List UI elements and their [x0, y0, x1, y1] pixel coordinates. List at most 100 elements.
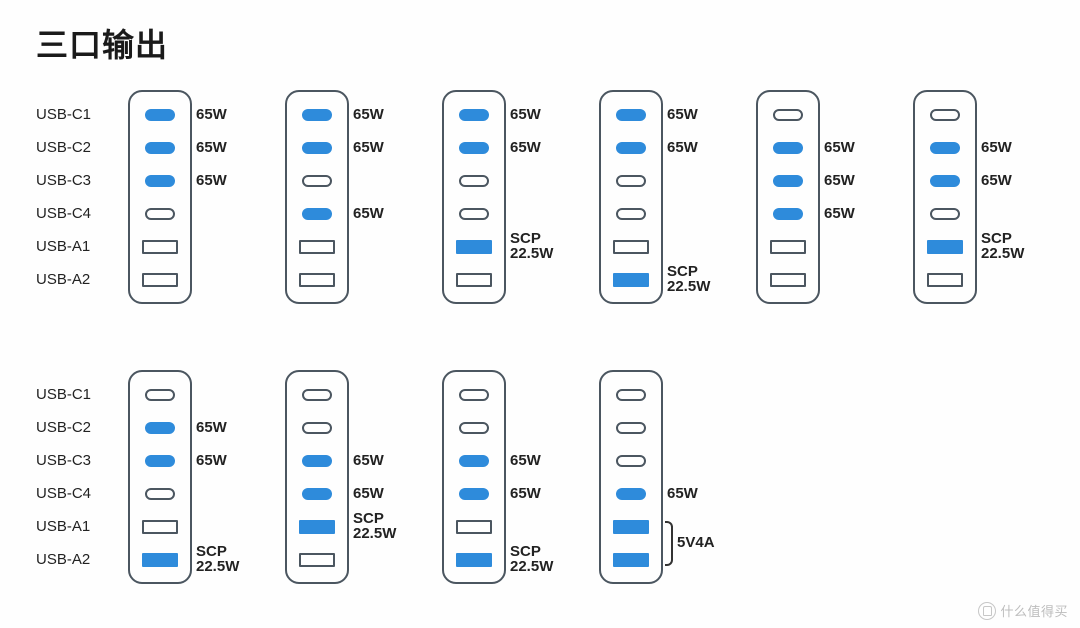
usb-a-icon — [613, 240, 649, 254]
usb-a-icon — [927, 240, 963, 254]
usb-c-port — [287, 164, 347, 197]
usb-a-icon — [142, 273, 178, 287]
usb-c-icon — [459, 175, 489, 187]
usb-a-icon — [299, 553, 335, 567]
usb-c-port — [444, 98, 504, 131]
usb-a-icon — [770, 240, 806, 254]
power-label: 65W — [824, 173, 855, 189]
usb-c-icon — [145, 455, 175, 467]
usb-c-port — [601, 131, 661, 164]
usb-a-icon — [456, 273, 492, 287]
usb-c-icon — [773, 175, 803, 187]
usb-c-port — [444, 378, 504, 411]
port-label: USB-C1 — [36, 378, 106, 411]
usb-c-icon — [930, 208, 960, 220]
charger: 65W65WSCP 22.5W — [128, 370, 192, 584]
usb-c-port — [601, 444, 661, 477]
power-label: 65W — [510, 453, 541, 469]
usb-c-icon — [145, 422, 175, 434]
power-label: 65W — [981, 173, 1012, 189]
usb-c-icon — [459, 389, 489, 401]
port-label: USB-C1 — [36, 98, 106, 131]
power-label: 65W — [196, 453, 227, 469]
usb-c-port — [758, 197, 818, 230]
watermark: 什么值得买 — [978, 601, 1068, 620]
usb-a-port — [758, 230, 818, 263]
usb-c-icon — [459, 488, 489, 500]
usb-c-port — [601, 98, 661, 131]
usb-c-icon — [616, 422, 646, 434]
usb-c-icon — [616, 109, 646, 121]
usb-c-icon — [145, 389, 175, 401]
usb-c-port — [601, 164, 661, 197]
power-label: 65W — [510, 140, 541, 156]
usb-c-port — [915, 98, 975, 131]
usb-c-port — [758, 164, 818, 197]
usb-c-port — [915, 164, 975, 197]
power-label: 65W — [196, 173, 227, 189]
usb-a-port — [444, 230, 504, 263]
power-label: 65W — [353, 140, 384, 156]
thumb-icon — [978, 602, 996, 620]
usb-c-icon — [616, 208, 646, 220]
usb-c-icon — [302, 488, 332, 500]
usb-c-port — [444, 164, 504, 197]
port-labels: USB-C1USB-C2USB-C3USB-C4USB-A1USB-A2 — [36, 378, 106, 576]
usb-c-port — [287, 197, 347, 230]
port-label: USB-C4 — [36, 197, 106, 230]
usb-c-port — [287, 444, 347, 477]
port-label: USB-C2 — [36, 411, 106, 444]
power-label: SCP 22.5W — [510, 231, 553, 263]
power-label: 65W — [510, 107, 541, 123]
power-label: 65W — [353, 486, 384, 502]
usb-a-port — [444, 543, 504, 576]
usb-c-port — [758, 98, 818, 131]
usb-c-port — [287, 98, 347, 131]
usb-c-port — [444, 444, 504, 477]
usb-c-icon — [302, 455, 332, 467]
port-label: USB-A2 — [36, 263, 106, 296]
charger: 65W65WSCP 22.5W — [913, 90, 977, 304]
usb-c-icon — [616, 389, 646, 401]
power-label: 65W — [196, 107, 227, 123]
usb-c-port — [130, 411, 190, 444]
power-label: 65W — [196, 420, 227, 436]
port-label: USB-C2 — [36, 131, 106, 164]
usb-c-icon — [302, 142, 332, 154]
usb-a-port — [130, 230, 190, 263]
power-label: 65W — [353, 107, 384, 123]
usb-c-icon — [930, 109, 960, 121]
usb-c-port — [444, 197, 504, 230]
usb-c-icon — [302, 389, 332, 401]
usb-a-port — [287, 510, 347, 543]
usb-c-icon — [773, 208, 803, 220]
usb-c-port — [130, 444, 190, 477]
usb-c-icon — [459, 208, 489, 220]
power-label: 65W — [667, 140, 698, 156]
usb-c-icon — [459, 422, 489, 434]
usb-c-icon — [616, 488, 646, 500]
usb-a-icon — [299, 520, 335, 534]
usb-c-icon — [302, 422, 332, 434]
usb-c-port — [444, 477, 504, 510]
usb-c-icon — [145, 208, 175, 220]
usb-c-port — [601, 378, 661, 411]
port-label: USB-C4 — [36, 477, 106, 510]
usb-c-icon — [145, 175, 175, 187]
usb-a-port — [130, 510, 190, 543]
charger: 65W65WSCP 22.5W — [599, 90, 663, 304]
charger: 65W65W65W — [756, 90, 820, 304]
usb-a-port — [287, 263, 347, 296]
usb-a-icon — [142, 553, 178, 567]
port-label: USB-A2 — [36, 543, 106, 576]
usb-a-icon — [456, 520, 492, 534]
usb-a-icon — [456, 240, 492, 254]
usb-a-icon — [927, 273, 963, 287]
usb-c-icon — [459, 142, 489, 154]
usb-c-port — [601, 197, 661, 230]
usb-c-icon — [459, 455, 489, 467]
power-label: 65W — [353, 453, 384, 469]
usb-c-icon — [616, 175, 646, 187]
bracket-icon — [665, 521, 673, 566]
usb-c-port — [915, 197, 975, 230]
